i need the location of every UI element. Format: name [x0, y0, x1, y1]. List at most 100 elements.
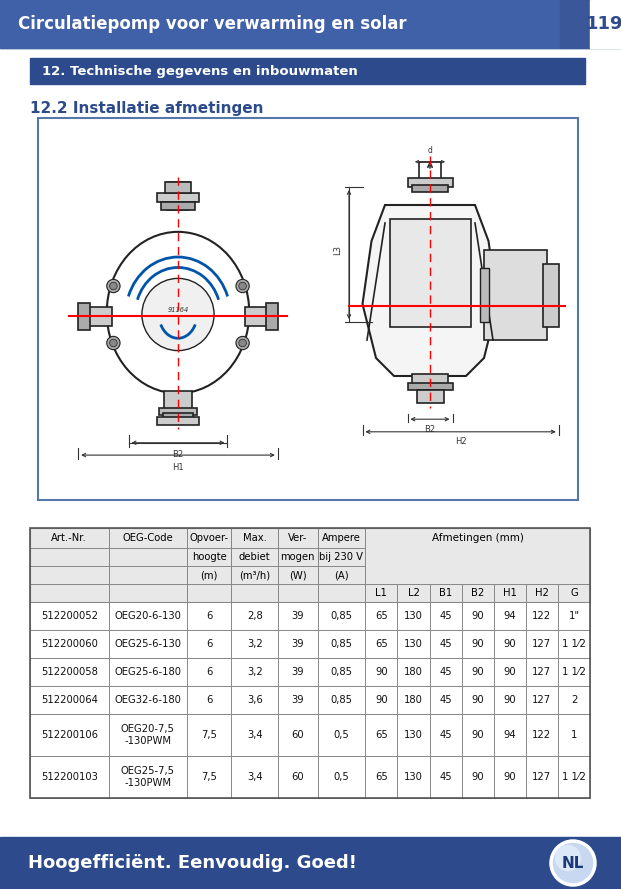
- Text: 65: 65: [375, 639, 388, 649]
- Text: debiet: debiet: [239, 552, 271, 562]
- Text: 512200060: 512200060: [41, 639, 97, 649]
- Text: OEG25-7,5
-130PWM: OEG25-7,5 -130PWM: [121, 766, 175, 788]
- Text: 1": 1": [568, 611, 579, 621]
- Text: mogen: mogen: [281, 552, 315, 562]
- Text: B2: B2: [424, 425, 435, 434]
- Bar: [159, 407, 197, 415]
- Bar: [78, 303, 89, 330]
- Text: 45: 45: [439, 695, 452, 705]
- Text: 3,4: 3,4: [247, 772, 263, 782]
- Text: (m³/h): (m³/h): [239, 570, 270, 580]
- Text: 90: 90: [471, 667, 484, 677]
- Text: 512200106: 512200106: [41, 730, 97, 740]
- Bar: [30, 756, 590, 798]
- Text: L3: L3: [333, 245, 342, 255]
- Circle shape: [109, 282, 117, 290]
- Ellipse shape: [107, 232, 249, 393]
- Text: 91164: 91164: [168, 307, 189, 313]
- Text: 122: 122: [532, 611, 551, 621]
- Bar: [30, 528, 590, 798]
- Text: 90: 90: [471, 611, 484, 621]
- Bar: [30, 658, 590, 686]
- Bar: [0, 837, 621, 889]
- Text: L2: L2: [407, 588, 419, 598]
- Bar: [30, 714, 590, 756]
- Circle shape: [236, 279, 249, 292]
- Text: 45: 45: [439, 730, 452, 740]
- Text: 94: 94: [504, 611, 516, 621]
- Bar: [484, 250, 547, 340]
- Bar: [245, 307, 273, 326]
- Text: OEG-Code: OEG-Code: [122, 533, 173, 543]
- Bar: [590, 0, 621, 48]
- Bar: [407, 383, 453, 390]
- Text: 6: 6: [206, 667, 212, 677]
- Text: 512200064: 512200064: [41, 695, 97, 705]
- Text: G: G: [570, 588, 578, 598]
- Text: 3,4: 3,4: [247, 730, 263, 740]
- Text: H1: H1: [503, 588, 517, 598]
- Text: 45: 45: [439, 611, 452, 621]
- Text: 65: 65: [375, 772, 388, 782]
- Text: 6: 6: [206, 695, 212, 705]
- Text: 0,85: 0,85: [330, 639, 352, 649]
- Polygon shape: [363, 205, 497, 376]
- Bar: [163, 413, 193, 419]
- Text: 2,8: 2,8: [247, 611, 263, 621]
- Text: 1: 1: [571, 730, 577, 740]
- Text: 512200103: 512200103: [41, 772, 97, 782]
- Text: 2: 2: [571, 695, 577, 705]
- Text: 90: 90: [504, 667, 516, 677]
- Text: 180: 180: [404, 667, 423, 677]
- Text: 1 1⁄2: 1 1⁄2: [562, 667, 586, 677]
- Text: 65: 65: [375, 611, 388, 621]
- Text: Ver-: Ver-: [288, 533, 307, 543]
- Bar: [419, 162, 441, 184]
- Text: 119: 119: [586, 15, 621, 33]
- Bar: [30, 630, 590, 658]
- Text: 90: 90: [471, 639, 484, 649]
- Circle shape: [109, 340, 117, 347]
- Text: B2: B2: [471, 588, 484, 598]
- Text: 12.2 Installatie afmetingen: 12.2 Installatie afmetingen: [30, 101, 263, 116]
- Text: 90: 90: [375, 695, 388, 705]
- Text: 90: 90: [504, 639, 516, 649]
- Text: 127: 127: [532, 772, 551, 782]
- Text: 39: 39: [291, 695, 304, 705]
- Text: bij 230 V: bij 230 V: [319, 552, 363, 562]
- Text: L1: L1: [376, 588, 388, 598]
- Bar: [30, 58, 585, 84]
- Text: 45: 45: [439, 639, 452, 649]
- Text: NL: NL: [562, 855, 584, 870]
- Bar: [266, 303, 278, 330]
- Text: 12. Technische gegevens en inbouwmaten: 12. Technische gegevens en inbouwmaten: [42, 65, 358, 77]
- Text: 0,85: 0,85: [330, 695, 352, 705]
- Circle shape: [551, 841, 595, 885]
- Bar: [417, 389, 443, 403]
- Text: 127: 127: [532, 639, 551, 649]
- Text: OEG25-6-130: OEG25-6-130: [114, 639, 181, 649]
- Text: OEG32-6-180: OEG32-6-180: [114, 695, 181, 705]
- Text: hoogte: hoogte: [192, 552, 227, 562]
- Bar: [543, 263, 559, 326]
- Circle shape: [239, 340, 247, 347]
- Text: (W): (W): [289, 570, 307, 580]
- Bar: [157, 417, 199, 425]
- Text: Opvoer-: Opvoer-: [189, 533, 229, 543]
- Text: 1 1⁄2: 1 1⁄2: [562, 772, 586, 782]
- Bar: [30, 528, 590, 602]
- Bar: [166, 181, 189, 210]
- Text: 90: 90: [504, 695, 516, 705]
- Text: 6: 6: [206, 611, 212, 621]
- Text: 0,5: 0,5: [333, 772, 349, 782]
- Text: 45: 45: [439, 772, 452, 782]
- Circle shape: [142, 278, 214, 350]
- Text: H2: H2: [455, 437, 466, 446]
- Bar: [157, 193, 199, 203]
- Bar: [30, 602, 590, 630]
- Text: 90: 90: [504, 772, 516, 782]
- Bar: [0, 0, 560, 48]
- Text: Circulatiepomp voor verwarming en solar: Circulatiepomp voor verwarming en solar: [18, 15, 407, 33]
- Text: 65: 65: [375, 730, 388, 740]
- Text: 39: 39: [291, 667, 304, 677]
